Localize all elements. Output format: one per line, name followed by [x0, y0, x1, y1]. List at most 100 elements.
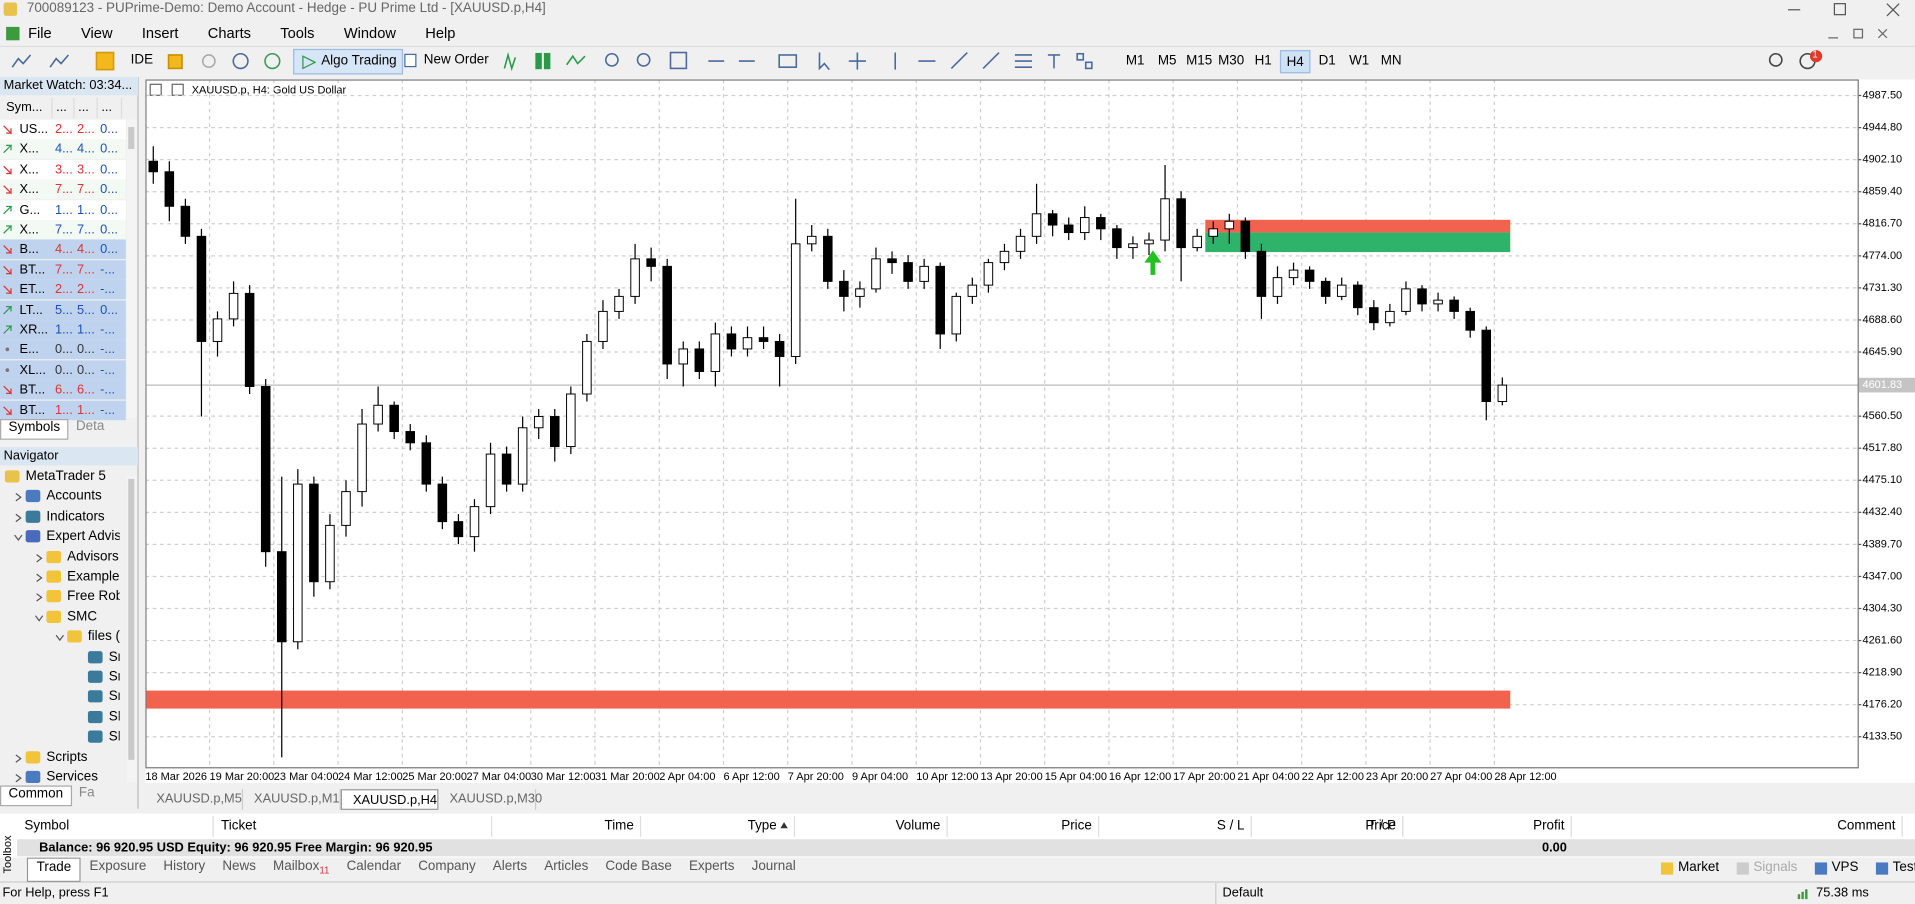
- menu-item[interactable]: Tools: [280, 24, 315, 42]
- symbol-row[interactable]: BT... 6... 6... -...: [0, 380, 126, 400]
- column-header[interactable]: ...: [74, 97, 98, 119]
- timeframe-button[interactable]: M1: [1125, 53, 1145, 69]
- tree-item[interactable]: Sn: [108, 689, 120, 705]
- column-header[interactable]: Volume: [795, 816, 948, 837]
- scroll-thumb[interactable]: [128, 478, 135, 760]
- symbol-row[interactable]: E... 0... 0... -...: [0, 340, 126, 360]
- column-header[interactable]: Comment: [1572, 816, 1903, 837]
- symbol-row[interactable]: ET... 2... 2... -...: [0, 279, 126, 300]
- tree-expander[interactable]: [13, 533, 23, 543]
- tree-item[interactable]: Scripts: [46, 749, 88, 765]
- symbol-row[interactable]: X... 3... 3... 0...: [0, 159, 126, 180]
- mdi-controls[interactable]: [1828, 28, 1888, 39]
- tree-item[interactable]: SMC: [67, 609, 98, 624]
- service-link[interactable]: Market: [1660, 860, 1720, 875]
- symbol-row[interactable]: X... 4... 4... 0...: [0, 139, 126, 160]
- price-chart[interactable]: XAUUSD.p, H4: Gold US Dollar 18 Mar 2026…: [145, 79, 1915, 784]
- symbol-row[interactable]: G... 1... 1... 0...: [0, 199, 126, 220]
- tree-item[interactable]: Indicators: [46, 509, 105, 524]
- terminal-tab[interactable]: Journal: [751, 858, 796, 874]
- chart-tab[interactable]: XAUUSD.p,M30: [438, 789, 542, 810]
- tab[interactable]: Symbols: [0, 419, 69, 440]
- tree-item[interactable]: Expert Advisor: [46, 529, 119, 544]
- menu-item[interactable]: View: [81, 24, 113, 42]
- timeframe-button[interactable]: M30: [1218, 53, 1245, 69]
- column-header[interactable]: Price: [1252, 816, 1404, 837]
- tree-expander[interactable]: [34, 553, 44, 563]
- column-header[interactable]: Ticket: [214, 816, 493, 837]
- timeframe-button[interactable]: W1: [1349, 53, 1370, 69]
- column-header[interactable]: Price: [948, 816, 1100, 837]
- tree-expander[interactable]: [55, 633, 65, 643]
- symbol-row[interactable]: LT... 5... 5... 0...: [0, 300, 126, 320]
- tree-item[interactable]: Sn: [108, 669, 120, 685]
- tab[interactable]: Deta: [75, 419, 105, 434]
- service-link[interactable]: VPS: [1814, 860, 1859, 875]
- toolbar-icons[interactable]: [11, 51, 1816, 72]
- terminal-tab[interactable]: Articles: [544, 858, 589, 874]
- service-link[interactable]: Tester: [1875, 860, 1915, 875]
- scroll-thumb[interactable]: [128, 127, 135, 150]
- tree-item[interactable]: Accounts: [46, 489, 102, 504]
- tree-expander[interactable]: [34, 613, 44, 623]
- timeframe-button[interactable]: M15: [1186, 53, 1213, 69]
- timeframe-button[interactable]: H4: [1279, 50, 1311, 74]
- tree-item[interactable]: MetaTrader 5: [25, 469, 106, 484]
- column-header[interactable]: ...: [53, 97, 75, 119]
- column-header[interactable]: S / L: [1099, 816, 1252, 837]
- terminal-tab[interactable]: History: [163, 858, 206, 874]
- menu-item[interactable]: Charts: [207, 24, 251, 42]
- symbol-row[interactable]: X... 7... 7... 0...: [0, 179, 126, 200]
- timeframe-button[interactable]: M5: [1157, 53, 1177, 69]
- ide-button[interactable]: IDE: [130, 52, 154, 68]
- tab[interactable]: Common: [0, 785, 72, 807]
- symbol-row[interactable]: X... 7... 7... 0...: [0, 219, 126, 240]
- menu-item[interactable]: File: [28, 24, 52, 42]
- symbol-row[interactable]: XR... 1... 1... -...: [0, 320, 126, 340]
- chart-tab[interactable]: XAUUSD.p,H4: [340, 789, 439, 810]
- symbol-row[interactable]: B... 4... 4... 0...: [0, 239, 126, 260]
- timeframe-button[interactable]: D1: [1318, 53, 1336, 69]
- terminal-tab[interactable]: Experts: [688, 858, 735, 874]
- symbol-row[interactable]: US... 2... 2... 0...: [0, 119, 126, 140]
- menu-item[interactable]: Insert: [141, 24, 179, 42]
- terminal-tab[interactable]: Company: [418, 858, 476, 874]
- timeframe-button[interactable]: MN: [1380, 53, 1402, 69]
- timeframe-button[interactable]: H1: [1254, 53, 1272, 69]
- symbol-row[interactable]: BT... 1... 1... -...: [0, 400, 126, 420]
- column-header[interactable]: Symbol: [0, 816, 214, 837]
- column-header[interactable]: Sym...: [2, 97, 53, 119]
- tree-item[interactable]: Advisors: [67, 549, 119, 564]
- tree-expander[interactable]: [13, 773, 23, 783]
- terminal-tab[interactable]: Code Base: [605, 858, 672, 874]
- tree-item[interactable]: Services: [46, 769, 98, 785]
- symbol-row[interactable]: BT... 7... 7... -...: [0, 259, 126, 280]
- terminal-tab[interactable]: Calendar: [346, 858, 402, 874]
- scrollbar[interactable]: [127, 119, 137, 418]
- symbol-row[interactable]: XL... 0... 0... -...: [0, 360, 126, 380]
- tab[interactable]: Fa: [78, 785, 95, 801]
- tree-item[interactable]: files (1: [87, 629, 120, 645]
- menu-item[interactable]: Help: [425, 24, 456, 42]
- terminal-tab[interactable]: Alerts: [492, 858, 528, 874]
- terminal-tab[interactable]: Mailbox11: [273, 858, 330, 877]
- terminal-tab[interactable]: Trade: [26, 857, 82, 882]
- tree-expander[interactable]: [13, 493, 23, 503]
- terminal-tab[interactable]: Exposure: [89, 858, 147, 874]
- column-header[interactable]: Profit: [1403, 816, 1572, 837]
- chart-tab[interactable]: XAUUSD.p,M5: [145, 789, 244, 810]
- column-header[interactable]: ...: [98, 97, 123, 119]
- tree-expander[interactable]: [13, 513, 23, 523]
- tree-item[interactable]: SM: [108, 709, 120, 725]
- tree-item[interactable]: Sn: [108, 649, 120, 665]
- tree-item[interactable]: SM: [108, 729, 120, 745]
- tree-expander[interactable]: [34, 573, 44, 583]
- service-link[interactable]: Signals: [1736, 860, 1798, 875]
- column-header[interactable]: Time: [492, 816, 642, 837]
- chart-tab[interactable]: XAUUSD.p,M1: [243, 789, 341, 810]
- tree-expander[interactable]: [13, 753, 23, 763]
- algo-trading-button[interactable]: Algo Trading: [293, 48, 403, 75]
- tree-item[interactable]: Examples: [67, 569, 120, 584]
- new-order-button[interactable]: New Order: [404, 53, 489, 68]
- window-controls[interactable]: [1787, 3, 1900, 17]
